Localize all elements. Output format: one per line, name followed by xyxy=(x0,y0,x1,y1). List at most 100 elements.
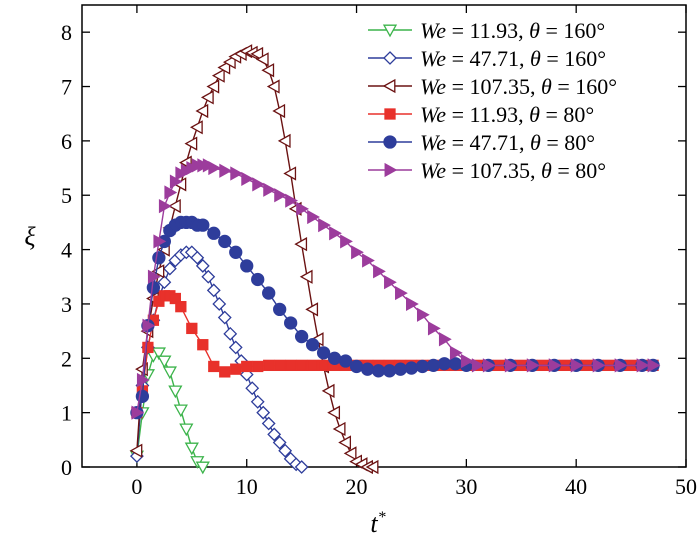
legend-label-part: We xyxy=(420,18,446,43)
data-point xyxy=(272,103,286,119)
legend-label: We = 47.71, θ = 80° xyxy=(420,130,595,155)
data-point xyxy=(371,364,386,378)
data-point xyxy=(162,366,177,380)
data-point xyxy=(200,90,214,105)
data-point xyxy=(365,459,379,475)
data-point xyxy=(404,361,419,375)
data-point xyxy=(208,160,222,176)
data-point xyxy=(382,364,397,378)
data-point xyxy=(504,358,518,373)
data-point xyxy=(294,329,309,344)
data-point xyxy=(340,234,353,249)
legend-label: We = 107.35, θ = 160° xyxy=(420,74,617,99)
data-point xyxy=(273,302,287,317)
data-point xyxy=(184,136,198,151)
data-point xyxy=(189,120,203,135)
data-point xyxy=(157,275,172,290)
data-point xyxy=(136,372,150,388)
data-point xyxy=(460,353,474,369)
data-point xyxy=(153,234,167,249)
y-tick-label: 8 xyxy=(61,20,72,45)
legend-label-part: = 80° xyxy=(552,158,606,183)
data-point xyxy=(211,68,225,83)
data-point xyxy=(135,389,150,403)
legend-entry: We = 47.71, θ = 160° xyxy=(368,46,606,71)
x-tick-label: 20 xyxy=(346,474,368,499)
legend-label: We = 107.35, θ = 80° xyxy=(420,158,606,183)
data-point xyxy=(241,171,255,187)
legend-swatch-marker xyxy=(383,135,397,149)
data-point xyxy=(277,133,291,148)
data-point xyxy=(208,360,220,373)
x-tick-label: 50 xyxy=(675,474,697,499)
data-point xyxy=(217,60,231,75)
series-line xyxy=(136,295,654,413)
data-point xyxy=(197,339,209,351)
data-point xyxy=(296,201,309,216)
data-point xyxy=(636,358,650,373)
data-point xyxy=(222,54,236,70)
data-point xyxy=(471,358,485,373)
data-point xyxy=(173,404,188,418)
data-point xyxy=(146,280,161,295)
data-point xyxy=(168,199,181,214)
data-point xyxy=(151,347,166,361)
legend: We = 11.93, θ = 160°We = 47.71, θ = 160°… xyxy=(368,18,617,183)
data-point xyxy=(190,250,205,265)
y-tick-label: 4 xyxy=(61,238,72,263)
data-point xyxy=(250,46,264,62)
legend-entry: We = 107.35, θ = 160° xyxy=(368,74,617,99)
legend-label-part: We xyxy=(420,130,446,155)
data-point xyxy=(306,359,319,372)
legend-label-part: θ xyxy=(541,74,552,99)
x-tick-label: 40 xyxy=(565,474,587,499)
data-point xyxy=(393,362,408,376)
legend-label-part: We xyxy=(420,74,446,99)
data-point xyxy=(142,341,154,354)
y-tick-label: 0 xyxy=(61,455,72,480)
data-point xyxy=(274,188,288,203)
data-point xyxy=(285,193,298,208)
data-point xyxy=(426,358,441,373)
legend-label-part: = 80° xyxy=(540,102,594,127)
legend-swatch-marker xyxy=(384,162,398,178)
legend-label-part: θ xyxy=(529,18,540,43)
data-point xyxy=(255,52,269,67)
data-point xyxy=(284,316,298,330)
legend-label: We = 11.93, θ = 80° xyxy=(420,102,594,127)
data-point xyxy=(261,63,275,78)
data-point xyxy=(448,357,463,371)
data-point xyxy=(592,358,606,373)
x-axis-label-main: t xyxy=(370,509,378,538)
legend-label-part: = 107.35, xyxy=(446,158,541,183)
data-point xyxy=(263,359,275,372)
data-point xyxy=(318,218,331,233)
legend-swatch-marker xyxy=(383,51,397,65)
data-point xyxy=(195,103,209,119)
data-point xyxy=(482,358,496,373)
data-point xyxy=(416,307,430,322)
data-point xyxy=(212,297,227,311)
data-point xyxy=(327,405,341,420)
series-3 xyxy=(129,44,379,475)
data-point xyxy=(251,272,265,287)
data-point xyxy=(228,340,243,355)
legend-swatch-marker xyxy=(384,108,396,120)
data-point xyxy=(305,302,319,317)
data-point xyxy=(614,358,628,373)
data-point xyxy=(329,226,342,241)
legend-swatch-marker xyxy=(382,78,396,94)
data-point xyxy=(267,427,282,442)
data-point xyxy=(230,363,242,375)
data-point xyxy=(131,405,145,420)
data-point xyxy=(129,443,143,458)
data-point xyxy=(262,286,276,300)
data-point xyxy=(295,359,308,372)
data-point xyxy=(438,332,452,347)
x-tick-label: 10 xyxy=(236,474,258,499)
data-point xyxy=(266,79,280,94)
data-point xyxy=(317,359,330,372)
data-point xyxy=(321,383,335,399)
series-line xyxy=(136,221,654,413)
